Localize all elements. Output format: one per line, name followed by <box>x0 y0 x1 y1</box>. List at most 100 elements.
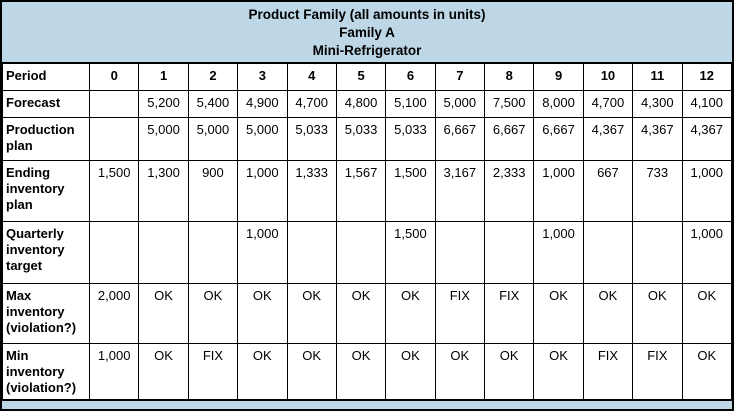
value-cell: FIX <box>632 342 683 401</box>
value-cell: 733 <box>632 159 683 222</box>
period-cell-5: 5 <box>335 62 387 91</box>
value-cell: FIX <box>187 342 239 401</box>
value-cell <box>187 220 239 284</box>
period-cell-8: 8 <box>483 62 535 91</box>
value-cell: 1,000 <box>237 220 288 284</box>
value-cell: 5,000 <box>187 116 239 161</box>
value-cell: FIX <box>434 282 486 344</box>
value-cell: 2,333 <box>483 159 535 222</box>
production-plan-table: Period 0 1 2 3 4 5 6 7 8 9 10 11 12 Forecast 5,200 5,40… <box>2 62 732 401</box>
value-cell: OK <box>187 282 239 344</box>
row-label: Ending inventory plan <box>2 159 90 222</box>
value-cell: 7,500 <box>483 89 535 118</box>
value-cell: 900 <box>187 159 239 222</box>
value-cell: 4,367 <box>632 116 683 161</box>
value-cell: 4,900 <box>237 89 288 118</box>
value-cell: 667 <box>582 159 634 222</box>
value-cell: 4,100 <box>681 89 732 118</box>
value-cell: OK <box>385 282 436 344</box>
title-line-product-family: Product Family (all amounts in units) <box>248 7 486 22</box>
value-cell: OK <box>286 282 337 344</box>
value-cell: 5,400 <box>187 89 239 118</box>
value-cell: 1,000 <box>681 159 732 222</box>
period-cell-7: 7 <box>434 62 486 91</box>
period-cell-2: 2 <box>187 62 239 91</box>
value-cell <box>88 116 140 161</box>
value-cell: OK <box>237 282 288 344</box>
value-cell <box>483 220 535 284</box>
value-cell: 1,300 <box>138 159 189 222</box>
value-cell <box>335 220 387 284</box>
period-cell-6: 6 <box>385 62 436 91</box>
value-cell <box>434 220 486 284</box>
row-label-period: Period <box>2 62 90 91</box>
value-cell: OK <box>533 342 584 401</box>
value-cell: 5,033 <box>335 116 387 161</box>
value-cell: OK <box>237 342 288 401</box>
value-cell: 4,700 <box>286 89 337 118</box>
value-cell: 3,167 <box>434 159 486 222</box>
table-row: Forecast 5,200 5,400 4,900 4,700 4,800 5,100 5,… <box>2 89 732 118</box>
value-cell: OK <box>335 342 387 401</box>
row-label: Quarterly inventory target <box>2 220 90 284</box>
period-cell-12: 12 <box>681 62 732 91</box>
value-cell: 5,000 <box>434 89 486 118</box>
title-line-family: Family A <box>339 25 395 40</box>
value-cell: 2,000 <box>88 282 140 344</box>
value-cell: 1,000 <box>88 342 140 401</box>
value-cell: FIX <box>483 282 535 344</box>
value-cell <box>286 220 337 284</box>
value-cell <box>88 220 140 284</box>
value-cell: 1,500 <box>385 159 436 222</box>
value-cell: 5,033 <box>385 116 436 161</box>
value-cell: OK <box>138 282 189 344</box>
value-cell: 4,367 <box>582 116 634 161</box>
value-cell: OK <box>385 342 436 401</box>
period-header-row: Period 0 1 2 3 4 5 6 7 8 9 10 11 12 <box>2 62 732 91</box>
value-cell: OK <box>138 342 189 401</box>
value-cell: 6,667 <box>434 116 486 161</box>
row-label: Production plan <box>2 116 90 161</box>
value-cell: OK <box>335 282 387 344</box>
period-cell-11: 11 <box>632 62 683 91</box>
value-cell: 1,333 <box>286 159 337 222</box>
value-cell: FIX <box>582 342 634 401</box>
value-cell: 1,000 <box>533 159 584 222</box>
period-cell-9: 9 <box>533 62 584 91</box>
value-cell <box>138 220 189 284</box>
value-cell: OK <box>681 342 732 401</box>
value-cell <box>88 89 140 118</box>
value-cell: 1,567 <box>335 159 387 222</box>
value-cell: 4,300 <box>632 89 683 118</box>
period-cell-4: 4 <box>286 62 337 91</box>
value-cell: 8,000 <box>533 89 584 118</box>
table-row: Quarterly inventory target 1,000 1,500 1,00… <box>2 220 732 284</box>
value-cell <box>632 220 683 284</box>
period-cell-3: 3 <box>237 62 288 91</box>
row-label: Min inventory (violation?) <box>2 342 90 401</box>
value-cell: OK <box>582 282 634 344</box>
value-cell: 1,500 <box>385 220 436 284</box>
value-cell: 5,200 <box>138 89 189 118</box>
table-row: Production plan 5,000 5,000 5,000 5,033 5,033… <box>2 116 732 161</box>
value-cell: 6,667 <box>483 116 535 161</box>
value-cell: OK <box>632 282 683 344</box>
table-row: Ending inventory plan 1,500 1,300 900 1,000 1… <box>2 159 732 222</box>
value-cell: 5,100 <box>385 89 436 118</box>
table-row: Max inventory (violation?) 2,000 OK OK OK OK O… <box>2 282 732 344</box>
value-cell: 4,367 <box>681 116 732 161</box>
value-cell: 1,500 <box>88 159 140 222</box>
bottom-band <box>2 401 732 409</box>
value-cell: 4,800 <box>335 89 387 118</box>
period-cell-0: 0 <box>88 62 140 91</box>
value-cell: 5,033 <box>286 116 337 161</box>
value-cell: OK <box>483 342 535 401</box>
table-row: Min inventory (violation?) 1,000 OK FIX OK OK… <box>2 342 732 401</box>
value-cell: 6,667 <box>533 116 584 161</box>
row-label: Forecast <box>2 89 90 118</box>
value-cell <box>582 220 634 284</box>
period-cell-1: 1 <box>138 62 189 91</box>
value-cell: 5,000 <box>138 116 189 161</box>
title-line-product: Mini-Refrigerator <box>312 43 422 58</box>
